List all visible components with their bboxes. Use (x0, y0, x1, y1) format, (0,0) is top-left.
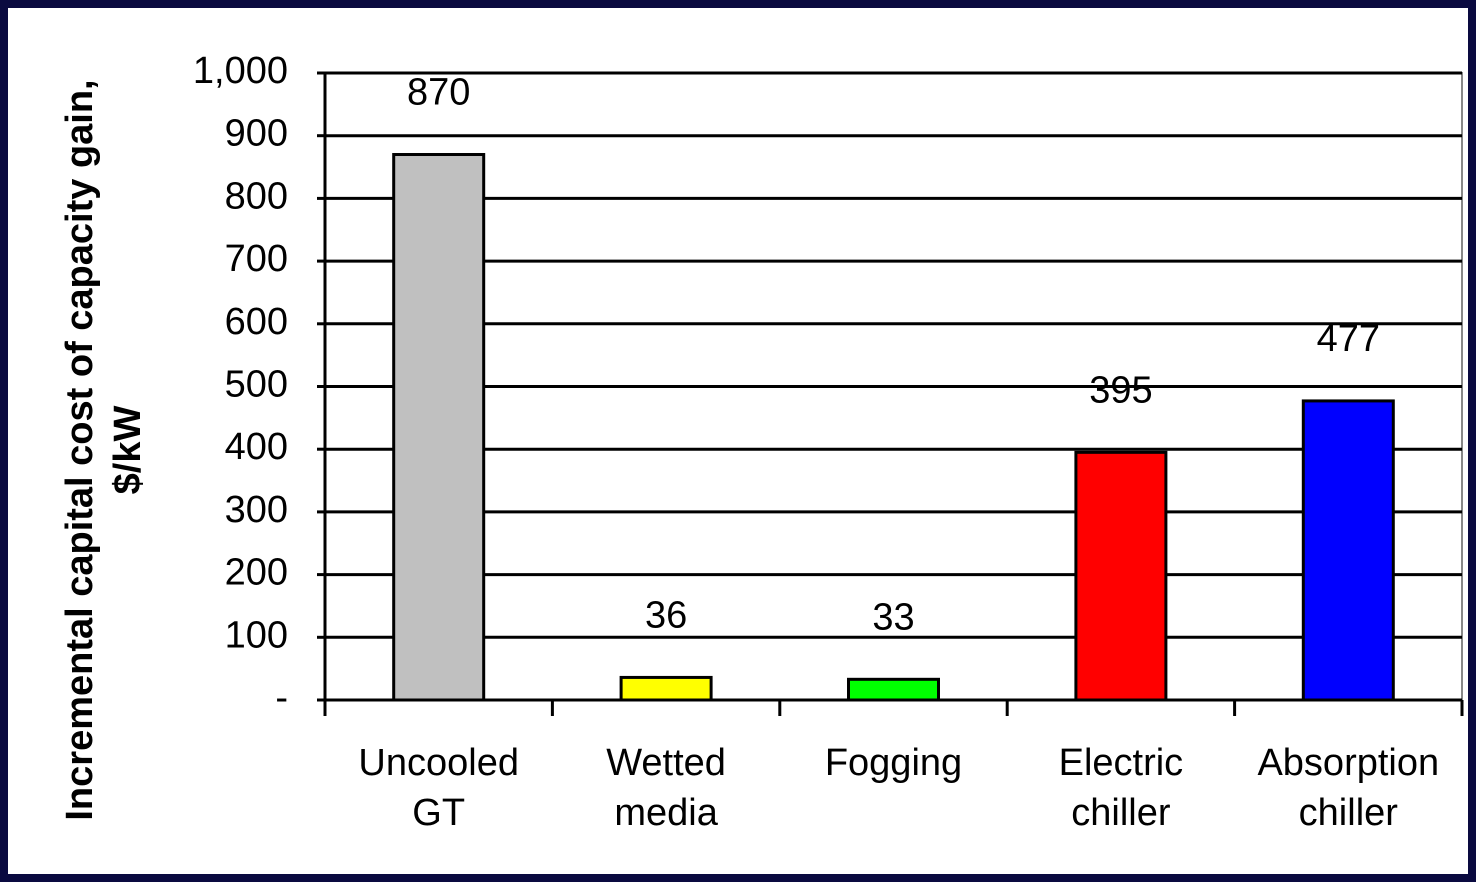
y-tick-label: 100 (225, 614, 288, 656)
y-axis-label: Incremental capital cost of capacity gai… (59, 79, 101, 820)
bar (1074, 450, 1168, 702)
bar (1301, 399, 1395, 702)
data-label: 395 (1089, 369, 1152, 411)
bar (619, 675, 713, 702)
y-tick-label: 600 (225, 301, 288, 343)
data-label: 870 (407, 72, 470, 114)
data-label: 36 (645, 594, 687, 636)
y-tick-label: 400 (225, 426, 288, 468)
data-label: 477 (1317, 318, 1380, 360)
bar (392, 153, 486, 702)
y-tick-label: 900 (225, 113, 288, 155)
y-axis-label: $/kW (107, 406, 149, 495)
bar (847, 677, 940, 702)
chart-background (8, 8, 1468, 874)
x-tick-label: Uncooled GT (358, 742, 519, 834)
x-tick-label: Electric chiller (1059, 742, 1184, 834)
y-tick-label: - (275, 677, 288, 719)
y-tick-label: 1,000 (193, 50, 288, 92)
y-tick-label: 300 (225, 489, 288, 531)
y-tick-label: 800 (225, 175, 288, 217)
y-tick-label: 200 (225, 552, 288, 594)
y-tick-label: 500 (225, 364, 288, 406)
y-tick-label: 700 (225, 238, 288, 280)
data-label: 33 (872, 596, 914, 638)
x-tick-label: Fogging (825, 742, 962, 784)
x-tick-label: Wetted media (606, 742, 726, 834)
x-tick-label: Absorption chiller (1257, 742, 1439, 834)
